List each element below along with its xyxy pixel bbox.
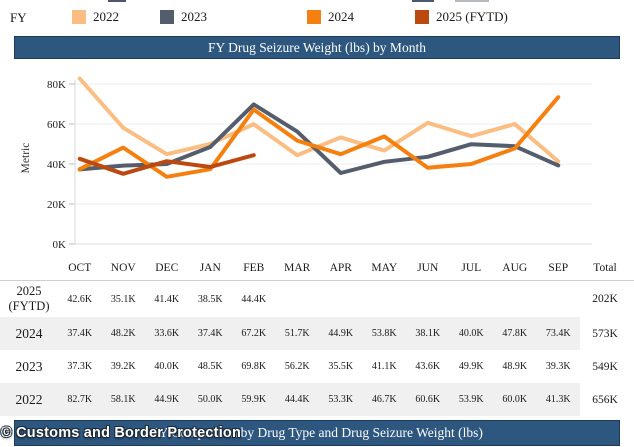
legend-swatch-2023-icon (160, 10, 174, 24)
legend-item-2025[interactable]: 2025 (FYTD) (415, 9, 508, 25)
table-cell[interactable]: 33.6K (154, 328, 180, 339)
table-cell[interactable]: 44.4K (241, 293, 267, 305)
table-cell[interactable]: 50.0K (197, 394, 223, 405)
table-total-cell[interactable]: 573K (592, 327, 618, 340)
table-cell[interactable]: 49.9K (458, 361, 484, 372)
column-header[interactable]: DEC (155, 261, 179, 274)
series-line-2024[interactable] (77, 95, 561, 179)
table-cell[interactable]: 39.2K (110, 361, 136, 372)
screen-crop-artifact (455, 0, 489, 2)
series-line-2025-fytd-[interactable] (77, 153, 256, 176)
column-header[interactable]: NOV (110, 261, 136, 274)
table-row[interactable]: 2025 (FYTD) 42.6K 35.1K 41.4K 38.5K 44.4K 202K (0, 281, 634, 317)
table-cell[interactable]: 53.9K (458, 394, 484, 405)
y-axis-tick-label: 20K (47, 199, 66, 211)
table-cell[interactable]: 73.4K (545, 328, 571, 339)
table-cell[interactable]: 69.8K (241, 361, 267, 372)
legend-title: FY (10, 10, 27, 25)
table-cell[interactable]: 35.5K (328, 361, 354, 372)
table-cell[interactable]: 53.3K (328, 394, 354, 405)
column-header[interactable]: SEP (548, 261, 569, 274)
column-header[interactable]: AUG (502, 261, 528, 274)
table-row[interactable]: 2024 37.4K 48.2K 33.6K 37.4K 67.2K 51.7K 44.9K 5… (0, 317, 634, 350)
y-axis-tick-label: 80K (47, 79, 66, 91)
table-row[interactable]: 2023 37.3K 39.2K 40.0K 48.5K 69.8K 56.2K 35.5K 4… (0, 350, 634, 383)
legend-item-label: 2022 (93, 9, 119, 24)
table-cell[interactable]: 38.5K (197, 293, 223, 305)
table-cell[interactable]: 48.2K (110, 328, 136, 339)
table-cell[interactable]: 56.2K (284, 361, 310, 372)
legend-swatch-2022-icon (72, 10, 86, 24)
row-label: 2024 (15, 325, 43, 341)
legend-item-label: 2024 (328, 9, 354, 24)
legend-item-label: 2025 (FYTD) (436, 9, 508, 24)
next-section-title: FY Comparison by Drug Type and Drug Seiz… (14, 420, 620, 446)
legend-item-2022[interactable]: 2022 (72, 9, 119, 25)
table-cell[interactable]: 59.9K (241, 394, 267, 405)
legend-item-label: 2023 (181, 9, 207, 24)
line-chart-area[interactable]: 0K 20K 40K 60K 80K (0, 60, 634, 258)
screen-crop-artifact (108, 0, 126, 2)
table-cell[interactable]: 37.4K (197, 328, 223, 339)
column-header[interactable]: OCT (68, 261, 92, 274)
legend-swatch-2025-icon (415, 10, 429, 24)
screen-crop-artifact (412, 0, 434, 2)
table-cell[interactable]: 44.4K (284, 394, 310, 405)
series-line-2023[interactable] (77, 102, 561, 175)
table-cell[interactable]: 48.5K (197, 361, 223, 372)
table-cell[interactable]: 48.9K (502, 361, 528, 372)
row-label: 2025 (FYTD) (8, 284, 50, 313)
column-header[interactable]: FEB (243, 261, 265, 274)
column-header-total[interactable]: Total (593, 261, 617, 274)
row-label: 2022 (15, 391, 43, 407)
chart-section-title: FY Drug Seizure Weight (lbs) by Month (14, 36, 620, 59)
table-cell[interactable]: 41.3K (545, 394, 571, 405)
table-total-cell[interactable]: 656K (592, 393, 618, 406)
table-cell[interactable]: 60.6K (415, 394, 441, 405)
column-header[interactable]: JUN (417, 261, 439, 274)
source-credit: © Customs and Border Protection (1, 425, 242, 441)
column-header[interactable]: MAY (371, 261, 398, 274)
column-header[interactable]: APR (329, 261, 352, 274)
table-cell[interactable]: 60.0K (502, 394, 528, 405)
table-cell[interactable]: 51.7K (284, 328, 310, 339)
table-cell[interactable]: 44.9K (328, 328, 354, 339)
table-cell[interactable]: 44.9K (154, 394, 180, 405)
table-cell[interactable]: 40.0K (458, 328, 484, 339)
legend-item-2024[interactable]: 2024 (307, 9, 354, 25)
y-axis-tick-label: 60K (47, 119, 66, 131)
table-header-row: OCT NOV DEC JAN FEB MAR APR MAY JUN JUL AUG SEP Tota… (0, 255, 634, 281)
table-cell[interactable]: 37.4K (67, 328, 93, 339)
column-header[interactable]: JUL (461, 261, 482, 274)
row-label: 2023 (15, 358, 43, 374)
table-cell[interactable]: 41.4K (154, 293, 180, 305)
summary-table: OCT NOV DEC JAN FEB MAR APR MAY JUN JUL AUG SEP Tota… (0, 255, 634, 416)
y-axis-tick-label: 40K (47, 159, 66, 171)
column-header[interactable]: MAR (284, 261, 311, 274)
table-total-cell[interactable]: 202K (592, 293, 618, 305)
table-row[interactable]: 2022 82.7K 58.1K 44.9K 50.0K 59.9K 44.4K 53.3K 4… (0, 383, 634, 416)
table-cell[interactable]: 58.1K (110, 394, 136, 405)
table-cell[interactable]: 67.2K (241, 328, 267, 339)
column-header[interactable]: JAN (199, 261, 221, 274)
table-cell[interactable]: 82.7K (67, 394, 93, 405)
legend-swatch-2024-icon (307, 10, 321, 24)
table-cell[interactable]: 41.1K (371, 361, 397, 372)
fy-legend: FY 2022 2023 2024 2025 (FYTD) (0, 0, 634, 34)
table-total-cell[interactable]: 549K (592, 360, 618, 373)
y-axis-tick-label: 0K (53, 239, 67, 251)
table-cell[interactable]: 46.7K (371, 394, 397, 405)
table-cell[interactable]: 40.0K (154, 361, 180, 372)
table-cell[interactable]: 37.3K (67, 361, 93, 372)
table-cell[interactable]: 53.8K (371, 328, 397, 339)
table-cell[interactable]: 39.3K (545, 361, 571, 372)
table-cell[interactable]: 42.6K (67, 293, 93, 305)
table-cell[interactable]: 38.1K (415, 328, 441, 339)
table-cell[interactable]: 35.1K (110, 293, 136, 305)
table-cell[interactable]: 47.8K (502, 328, 528, 339)
legend-item-2023[interactable]: 2023 (160, 9, 207, 25)
table-cell[interactable]: 43.6K (415, 361, 441, 372)
